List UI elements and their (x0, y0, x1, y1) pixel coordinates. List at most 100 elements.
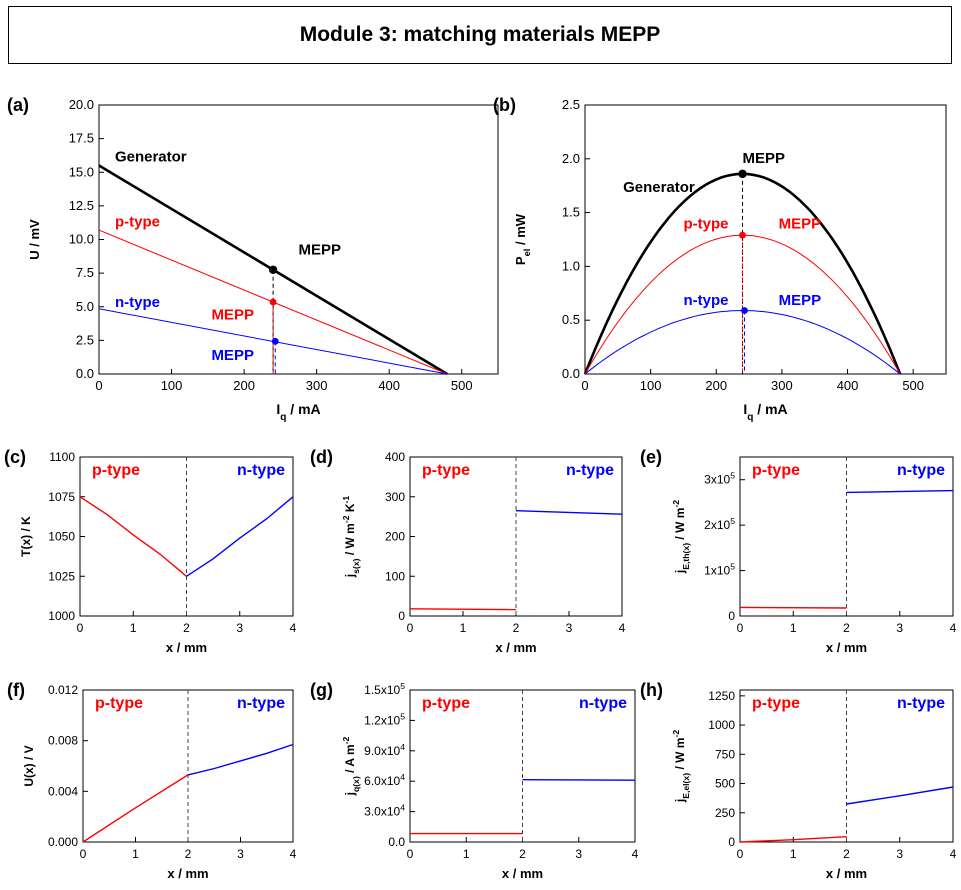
annotation-label: p-type (115, 214, 160, 231)
annotation-label: MEPP (211, 307, 254, 324)
y-axis-label: jE,th(x)​ / W m-2​ (671, 500, 691, 574)
x-tick-label: 300 (771, 378, 793, 393)
x-tick-label: 100 (161, 378, 183, 393)
text-run: / mA (753, 401, 787, 417)
x-tick-label: 4 (290, 621, 297, 635)
series-line-p-type (79, 496, 187, 577)
x-tick-label: 1 (130, 621, 137, 635)
region-label-n-type: n-type (237, 695, 285, 712)
superscript-run: 5 (730, 516, 735, 526)
text-run: 1.0 (562, 258, 580, 273)
text-run: 1250 (708, 689, 735, 703)
series-line-p-type (584, 234, 901, 375)
annotation-label: MEPP (779, 292, 822, 309)
y-tick-label: 1.2x105​ (364, 711, 405, 727)
text-run: 1100 (49, 450, 75, 464)
text-run: 2.5 (562, 97, 580, 112)
y-tick-label: 750 (715, 747, 735, 761)
text-run: 200 (385, 530, 405, 544)
y-axis-label: U / mV (27, 219, 42, 260)
y-axis-label: T(x) / K (19, 516, 33, 557)
annotation-label: p-type (683, 216, 728, 233)
y-tick-label: 1250 (708, 689, 735, 703)
mepp-point (741, 307, 748, 314)
y-tick-label: 1000 (708, 718, 735, 732)
annotation-label: MEPP (743, 150, 786, 167)
text-run: x / mm (166, 640, 207, 655)
x-tick-label: 3 (896, 621, 903, 635)
text-run: K (343, 503, 357, 515)
plot-frame (98, 104, 499, 375)
text-run: 0.0 (388, 835, 405, 849)
superscript-run: -1 (341, 496, 351, 504)
panel-letter: (d) (310, 447, 333, 467)
superscript-run: 4 (400, 742, 405, 752)
x-tick-label: 0 (737, 847, 744, 861)
y-tick-label: 9.0x104​ (364, 742, 405, 758)
text-run: 3x10 (704, 473, 730, 487)
text-run: U / mV (27, 219, 42, 260)
y-tick-label: 1x105​ (704, 562, 735, 578)
y-tick-label: 200 (385, 530, 405, 544)
y-tick-label: 0 (398, 609, 405, 623)
y-tick-label: 0 (728, 835, 735, 849)
y-axis-label: jq(x)​ / A m-2​ (341, 736, 361, 796)
panel-letter: (g) (310, 680, 333, 700)
x-tick-label: 300 (306, 378, 328, 393)
y-tick-label: 15.0 (69, 164, 94, 179)
y-tick-label: 0.0 (388, 835, 405, 849)
text-run: 9.0x10 (364, 744, 400, 758)
x-tick-label: 1 (132, 847, 139, 861)
y-tick-label: 0.0 (562, 366, 580, 381)
text-run: 12.5 (69, 198, 94, 213)
text-run: I (276, 401, 280, 417)
text-run: 1000 (48, 609, 75, 623)
text-run: / W m (673, 738, 687, 773)
text-run: 1.5 (562, 205, 580, 220)
x-tick-label: 1 (790, 847, 797, 861)
text-run: 0 (728, 835, 735, 849)
text-run: 2.0 (562, 151, 580, 166)
text-run: 6.0x10 (364, 774, 400, 788)
text-run: 500 (715, 777, 735, 791)
text-run: 0.0 (76, 366, 94, 381)
text-run: j (673, 570, 687, 574)
page-title: Module 3: matching materials MEPP (299, 23, 661, 46)
y-tick-label: 0 (728, 609, 735, 623)
mepp-point (738, 169, 747, 179)
y-tick-label: 400 (385, 450, 405, 464)
text-run: T(x) / K (19, 516, 33, 557)
chart-panel-h: 0 1 2 3 4 0 250 500 750 1000 1250 x / mm jE,el(x)​ /… (640, 680, 957, 881)
y-tick-label: 1100 (49, 450, 75, 464)
x-tick-label: 3 (575, 847, 582, 861)
x-tick-label: 1 (463, 847, 470, 861)
y-tick-label: 2.0 (562, 151, 580, 166)
chart-panel-d: 0 1 2 3 4 0 100 200 300 400 x / mm js(x)​ / W m-2​ … (310, 447, 626, 655)
superscript-run: -2 (341, 736, 351, 744)
x-tick-label: 0 (737, 621, 744, 635)
annotation-label: Generator (115, 148, 187, 165)
subscript-run: q (280, 412, 286, 423)
text-run: 17.5 (69, 131, 94, 146)
x-tick-label: 1 (460, 621, 467, 635)
x-tick-label: 3 (237, 847, 244, 861)
series-line-n-type (846, 786, 954, 805)
region-label-p-type: p-type (752, 695, 800, 712)
series-line-n-type (846, 489, 954, 494)
superscript-run: 5 (730, 562, 735, 572)
series-line-n-type (186, 496, 294, 577)
x-axis-label: x / mm (166, 640, 207, 655)
text-run: 100 (385, 569, 405, 583)
text-run: x / mm (826, 640, 867, 655)
series-line-p-type (409, 608, 517, 611)
text-run: 0 (398, 609, 405, 623)
y-tick-label: 1.0 (562, 258, 580, 273)
y-tick-label: 6.0x104​ (364, 772, 405, 788)
mepp-point (268, 265, 278, 274)
x-tick-label: 2 (843, 847, 850, 861)
y-tick-label: 3x105​ (704, 471, 735, 487)
region-label-p-type: p-type (422, 462, 470, 479)
text-run: x / mm (826, 866, 867, 881)
text-run: 0.000 (48, 835, 78, 849)
series-line-p-type (82, 774, 189, 843)
